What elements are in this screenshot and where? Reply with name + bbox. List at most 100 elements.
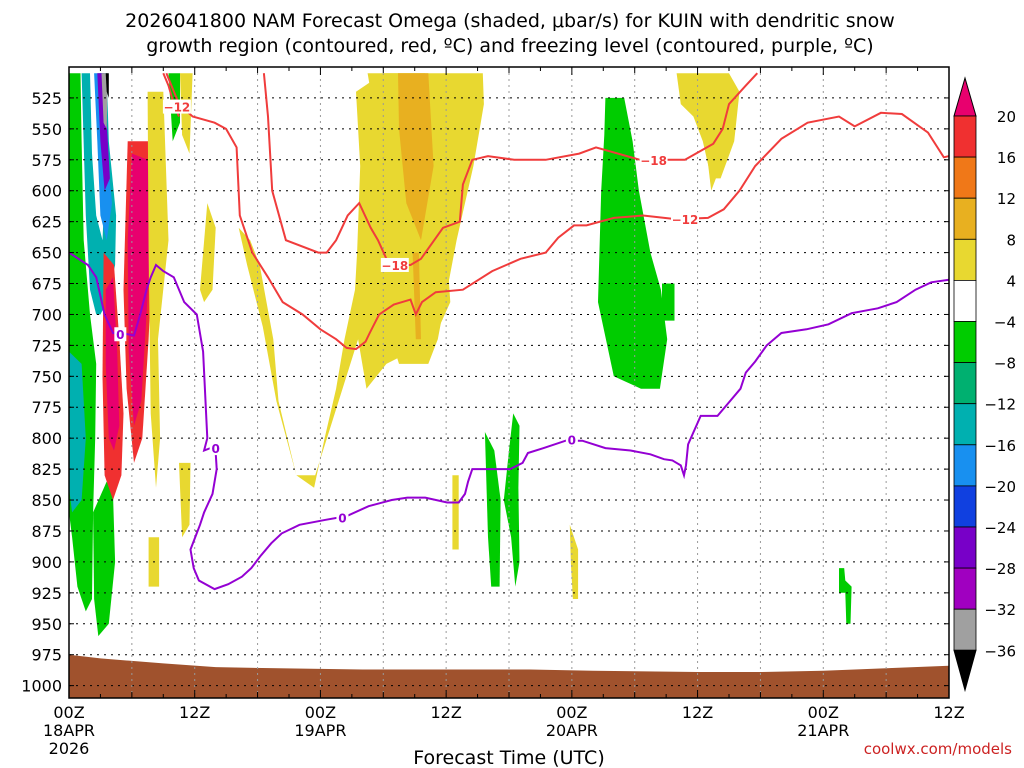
x-tick-date: 21APR	[797, 721, 849, 740]
colorbar-segment	[953, 362, 977, 405]
y-tick-label: 700	[31, 305, 62, 324]
y-tick-label: 950	[31, 615, 62, 634]
omega-region	[703, 128, 721, 191]
x-axis-label: Forecast Time (UTC)	[413, 747, 604, 768]
x-tick-date: 18APR	[43, 721, 95, 740]
omega-region	[147, 91, 169, 488]
credit-link[interactable]: coolwx.com/models	[864, 740, 1012, 758]
colorbar-label: −24	[984, 519, 1016, 537]
temp-contour-label: −18	[381, 259, 408, 273]
y-tick-label: 525	[31, 89, 62, 108]
x-tick-label: 12Z	[430, 703, 461, 722]
y-tick-label: 725	[31, 336, 62, 355]
colorbar-segment	[953, 115, 977, 158]
freezing-contour-label: 0	[338, 511, 346, 525]
omega-region	[412, 252, 421, 340]
colorbar-top-arrow	[953, 76, 977, 117]
freezing-contour-label-bg	[209, 441, 222, 456]
colorbar-label: −8	[994, 355, 1016, 373]
ground-terrain-layer	[69, 654, 949, 698]
omega-shading-layer	[69, 73, 852, 637]
colorbar-segment	[953, 197, 977, 240]
freezing-contour-label-bg	[336, 510, 349, 525]
x-tick-label: 12Z	[179, 703, 210, 722]
colorbar-segment	[953, 608, 977, 651]
temp-contour-line	[262, 72, 759, 266]
omega-region	[367, 73, 484, 364]
colorbar-label: 16	[997, 149, 1016, 167]
x-tick-label: 00Z	[556, 703, 587, 722]
colorbar-label: 4	[1006, 272, 1016, 290]
omega-region	[484, 432, 501, 587]
omega-region	[93, 481, 116, 637]
x-tick-year: 2026	[49, 739, 90, 758]
freezing-contour-label: 0	[211, 442, 219, 456]
omega-region	[662, 283, 675, 321]
colorbar-segment	[953, 403, 977, 446]
y-tick-label: 625	[31, 213, 62, 232]
colorbar-label: −32	[984, 601, 1016, 619]
freezing-contour-label: 0	[568, 433, 576, 447]
x-tick-label: 00Z	[808, 703, 839, 722]
y-tick-label: 975	[31, 646, 62, 665]
omega-region	[839, 568, 852, 624]
colorbar-label: −16	[984, 437, 1016, 455]
omega-region	[69, 351, 86, 513]
colorbar-segment	[953, 321, 977, 363]
omega-region	[105, 73, 109, 98]
temp-contour-label-bg	[639, 152, 668, 167]
omega-region	[81, 73, 117, 315]
chart-title-line2: growth region (contoured, red, ºC) and f…	[146, 35, 873, 57]
y-tick-label: 675	[31, 275, 62, 294]
temp-contour-label: −12	[672, 213, 699, 227]
omega-region	[398, 73, 434, 241]
x-tick-label: 12Z	[682, 703, 713, 722]
colorbar-label: 20	[997, 108, 1016, 126]
omega-region	[452, 475, 459, 550]
omega-region	[97, 73, 110, 191]
freezing-level-contours: 0 0 0 0	[69, 251, 949, 591]
temp-contour-label: −12	[164, 101, 191, 115]
omega-region	[179, 462, 191, 538]
x-tick-date: 20APR	[546, 721, 598, 740]
omega-region	[105, 277, 120, 451]
temp-contour-line	[165, 72, 949, 351]
colorbar-segment	[953, 485, 977, 528]
y-tick-label: 875	[31, 522, 62, 541]
x-tick-label: 00Z	[53, 703, 84, 722]
colorbar-label: −12	[984, 396, 1016, 414]
y-tick-label: 750	[31, 367, 62, 386]
omega-region	[101, 73, 108, 129]
ground-terrain	[69, 654, 949, 698]
colorbar-segment	[953, 444, 977, 487]
temp-contour-label-bg	[671, 212, 699, 227]
colorbar-label: 12	[997, 190, 1016, 208]
colorbar-bottom-arrow	[953, 649, 977, 693]
temp-contour-label: −18	[640, 154, 667, 168]
omega-region	[200, 203, 216, 303]
colorbar-label: −20	[984, 478, 1016, 496]
y-tick-label: 775	[31, 398, 62, 417]
dendritic-growth-contours: −12 −12 −18 −18	[162, 72, 949, 351]
x-tick-label: 00Z	[305, 703, 336, 722]
x-tick-label: 12Z	[933, 703, 964, 722]
temp-contour-label-bg	[162, 99, 191, 114]
colorbar-label: 8	[1006, 231, 1016, 249]
y-tick-label: 550	[31, 120, 62, 139]
colorbar-segment	[953, 526, 977, 569]
colorbar-label: −28	[984, 560, 1016, 578]
colorbar-segment	[953, 567, 977, 610]
y-tick-label: 600	[31, 182, 62, 201]
omega-colorbar: 20 16 12 8 4 −4 −8 −12 −16 −20 −24 −28 −32 −36	[953, 76, 1016, 693]
temp-contour-label-bg	[380, 257, 409, 272]
freezing-contour-line	[69, 251, 949, 591]
x-tick-date: 19APR	[294, 721, 346, 740]
y-tick-label: 925	[31, 584, 62, 603]
colorbar-segment	[953, 238, 977, 281]
y-tick-label: 850	[31, 491, 62, 510]
chart-title-line1: 2026041800 NAM Forecast Omega (shaded, μ…	[125, 10, 895, 32]
colorbar-label: −4	[994, 314, 1016, 332]
y-tick-label: 1000	[21, 677, 62, 696]
